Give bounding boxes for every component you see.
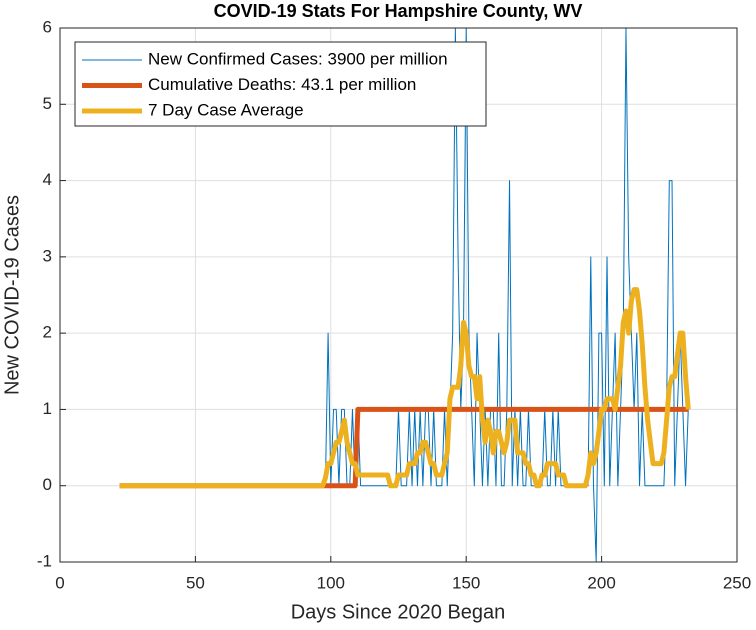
legend: New Confirmed Cases: 3900 per million Cum… <box>74 41 487 127</box>
x-tick-label: 100 <box>317 573 345 592</box>
y-tick-label: 2 <box>43 323 52 342</box>
y-tick-label: 6 <box>43 17 52 36</box>
y-axis-label: New COVID-19 Cases <box>1 195 23 395</box>
y-tick-label: 3 <box>43 246 52 265</box>
legend-box <box>74 41 487 127</box>
x-tick-label: 200 <box>587 573 615 592</box>
series-line <box>119 287 691 489</box>
y-tick-label: 0 <box>43 475 52 494</box>
x-tick-label: 150 <box>452 573 480 592</box>
y-tick-label: -1 <box>37 551 52 570</box>
x-tick-label: 250 <box>723 573 751 592</box>
y-tick-label: 1 <box>43 399 52 418</box>
y-tick-label: 5 <box>43 94 52 113</box>
x-tick-label: 50 <box>186 573 205 592</box>
x-tick-label: 0 <box>55 573 64 592</box>
x-axis-label: Days Since 2020 Began <box>291 601 506 623</box>
legend-label: 7 Day Case Average <box>148 100 304 119</box>
axes-box <box>59 27 738 563</box>
chart-title: COVID-19 Stats For Hampshire County, WV <box>214 1 583 21</box>
y-tick-label: 4 <box>43 170 52 189</box>
legend-label: New Confirmed Cases: 3900 per million <box>148 49 448 68</box>
legend-label: Cumulative Deaths: 43.1 per million <box>148 75 416 94</box>
